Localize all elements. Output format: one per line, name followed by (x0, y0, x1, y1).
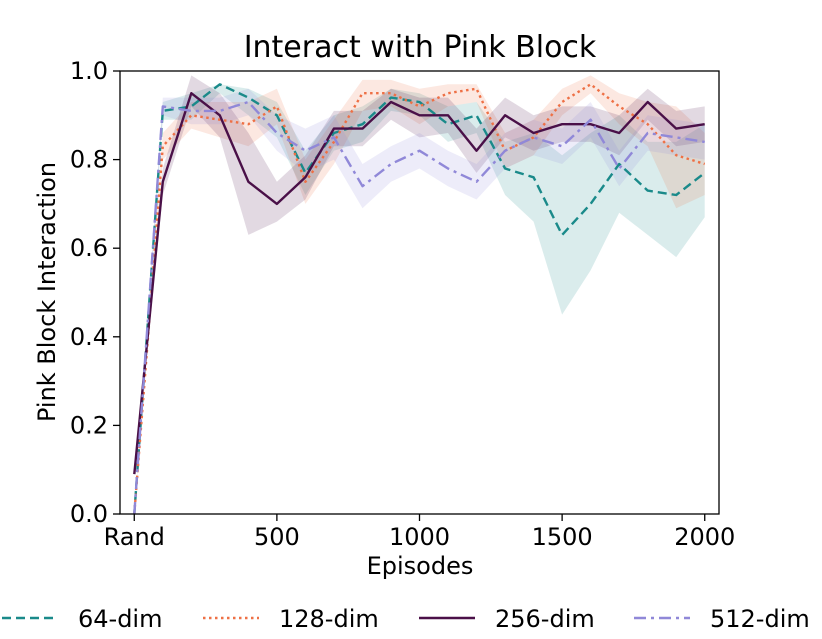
y-tick-label: 1.0 (70, 57, 108, 85)
chart-title: Interact with Pink Block (244, 30, 597, 65)
line-series-3 (133, 100, 705, 515)
y-axis: 0.0 0.2 0.4 0.6 0.8 1.0 (70, 57, 120, 528)
legend-item: 256-dim (419, 605, 595, 633)
legend-label: 256-dim (495, 605, 595, 633)
legend-label: 128-dim (279, 605, 379, 633)
y-tick-label: 0.2 (70, 411, 108, 439)
y-tick-label: 0.6 (70, 234, 108, 262)
legend-label: 512-dim (710, 605, 810, 633)
band-series-2 (134, 75, 705, 475)
series-lines (133, 83, 706, 515)
legend-item: 64-dim (2, 605, 162, 633)
band-series-1 (134, 75, 705, 515)
band-series-0 (134, 84, 705, 515)
legend-item: 128-dim (203, 605, 379, 633)
line-series-0 (133, 83, 706, 515)
y-axis-label: Pink Block Interaction (33, 162, 61, 422)
x-tick-label: Rand (104, 523, 165, 551)
x-tick-label: 1000 (389, 523, 450, 551)
confidence-bands (134, 75, 705, 515)
y-tick-label: 0.4 (70, 323, 108, 351)
line-series-2 (133, 91, 705, 475)
legend: 64-dim 128-dim 256-dim 512-dim (2, 605, 810, 633)
band-series-3 (134, 88, 705, 514)
legend-label: 64-dim (78, 605, 162, 633)
x-axis-label: Episodes (367, 552, 474, 580)
legend-item: 512-dim (634, 605, 810, 633)
x-tick-label: 2000 (674, 523, 735, 551)
x-axis: Rand 500 1000 1500 2000 (104, 514, 735, 551)
y-tick-label: 0.0 (70, 500, 108, 528)
x-tick-label: 1500 (532, 523, 593, 551)
x-tick-label: 500 (254, 523, 300, 551)
y-tick-label: 0.8 (70, 146, 108, 174)
